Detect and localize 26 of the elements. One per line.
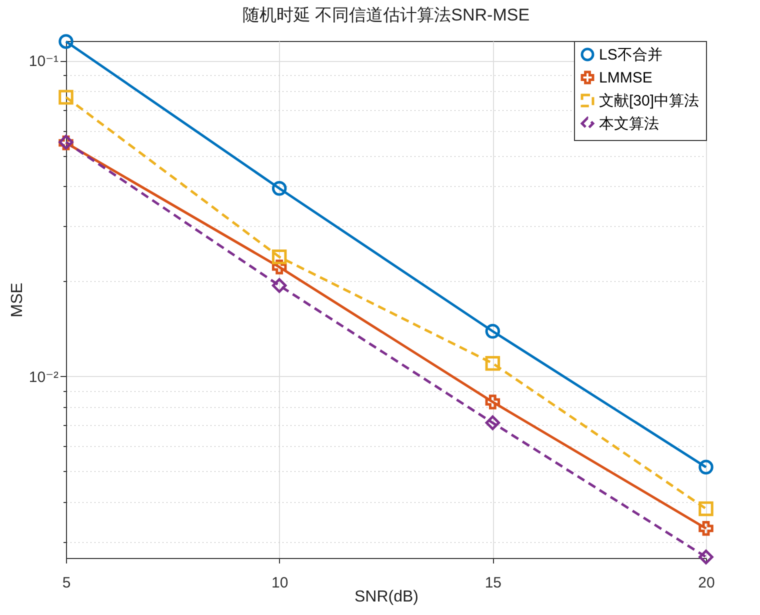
point [698,501,714,516]
legend-label: 本文算法 [599,116,659,132]
point [698,460,714,474]
legend-label: LMMSE [599,70,652,86]
legend-label: LS不合并 [599,46,662,64]
legend-label: 文献[30]中算法 [599,92,700,110]
point [485,394,500,410]
point [485,356,500,371]
point [698,521,714,536]
x-tick-label: 5 [62,574,71,592]
point [485,415,500,430]
x-axis-title: SNR(dB) [354,588,419,606]
x-tick-label: 20 [698,574,715,592]
y-tick-label: 10⁻¹ [28,53,58,70]
point [272,250,287,264]
point [272,278,287,293]
point [272,181,287,196]
point [485,324,500,339]
y-tick-label: 10⁻² [28,368,58,386]
x-tick-label: 15 [484,574,502,592]
point [58,34,74,49]
x-tick-label: 10 [271,574,288,592]
point [698,550,714,564]
chart-title: 随机时延 不同信道估计算法SNR-MSE [242,5,530,24]
y-axis-title: MSE [8,282,26,318]
point [58,90,74,105]
